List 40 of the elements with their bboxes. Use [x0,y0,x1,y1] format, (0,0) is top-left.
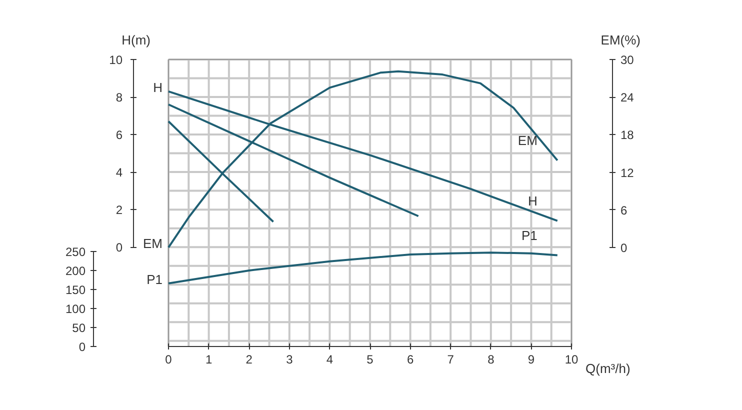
y3-tick-label: 150 [65,282,86,297]
x-tick-label: 3 [286,352,294,366]
x-tick-label: 8 [488,352,495,366]
y3-tick-label: 200 [65,264,86,278]
x-tick-label: 2 [246,352,253,366]
y2-axis-title: EM(%) [600,32,640,48]
y2-tick-label: 0 [620,240,628,255]
x-tick-label: 5 [366,352,374,366]
y-tick-label: 2 [116,203,123,218]
y-axis-title: H(m) [122,32,151,48]
y-tick-label: 0 [116,240,123,255]
x-axis-title: Q(m³/h) [586,361,630,376]
y3-tick-label: 0 [78,340,86,354]
y3-tick-label: 250 [65,244,86,259]
line-series [168,252,558,284]
x-tick-label: 0 [165,352,172,366]
text: P1 [521,228,538,243]
y2-tick-label: 12 [620,166,634,180]
y2-tick-label: 6 [620,203,628,218]
y-tick-label: 10 [109,53,123,67]
x-tick-label: 4 [326,352,334,366]
y3-tick-label: 100 [65,302,86,316]
x-tick-label: 1 [205,352,212,366]
y-tick-label: 8 [116,90,123,105]
x-tick-label: 9 [528,352,535,366]
line-series [168,70,558,248]
series-label: EM [518,132,538,148]
text: EM [143,236,162,251]
y3-tick-label: 50 [72,320,86,335]
y2-tick-label: 18 [620,128,634,142]
series-label: P1 [146,272,163,287]
y-tick-label: 4 [116,166,123,180]
y-tick-label: 6 [116,128,123,142]
y2-tick-label: 24 [620,90,634,105]
x-tick-label: 6 [406,352,414,366]
series-label: H [528,193,538,208]
text: H [153,80,162,95]
x-tick-label: 7 [447,352,454,366]
x-tick-label: 10 [564,352,578,366]
y2-tick-label: 30 [620,53,634,67]
